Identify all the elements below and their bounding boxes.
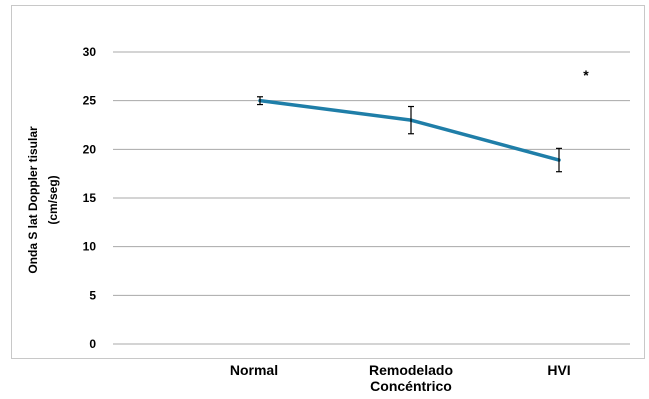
- y-tick-labels: 0 5 10 15 20 25 30: [83, 45, 97, 351]
- y-axis-label-group: Onda S lat Doppler tisular (cm/seg): [26, 126, 60, 274]
- y-tick-30: 30: [83, 45, 97, 59]
- x-tick-2: HVI: [547, 362, 570, 378]
- error-bars: [257, 96, 562, 173]
- y-tick-10: 10: [83, 240, 97, 254]
- y-tick-15: 15: [83, 191, 97, 205]
- x-tick-1: Remodelado: [369, 362, 453, 378]
- series-line-0: [258, 98, 561, 162]
- chart-frame: [11, 5, 645, 359]
- x-tick-0: Normal: [230, 362, 278, 378]
- y-tick-0: 0: [89, 337, 96, 351]
- significance-marker: *: [583, 67, 589, 83]
- series-group: [258, 98, 561, 162]
- y-tick-5: 5: [89, 288, 96, 302]
- y-axis-label: Onda S lat Doppler tisular: [26, 126, 40, 274]
- gridlines: [113, 51, 630, 345]
- x-tick-1-line2: Concéntrico: [370, 378, 452, 394]
- y-axis-unit: (cm/seg): [46, 175, 60, 224]
- y-tick-20: 20: [83, 142, 97, 156]
- y-tick-25: 25: [83, 94, 97, 108]
